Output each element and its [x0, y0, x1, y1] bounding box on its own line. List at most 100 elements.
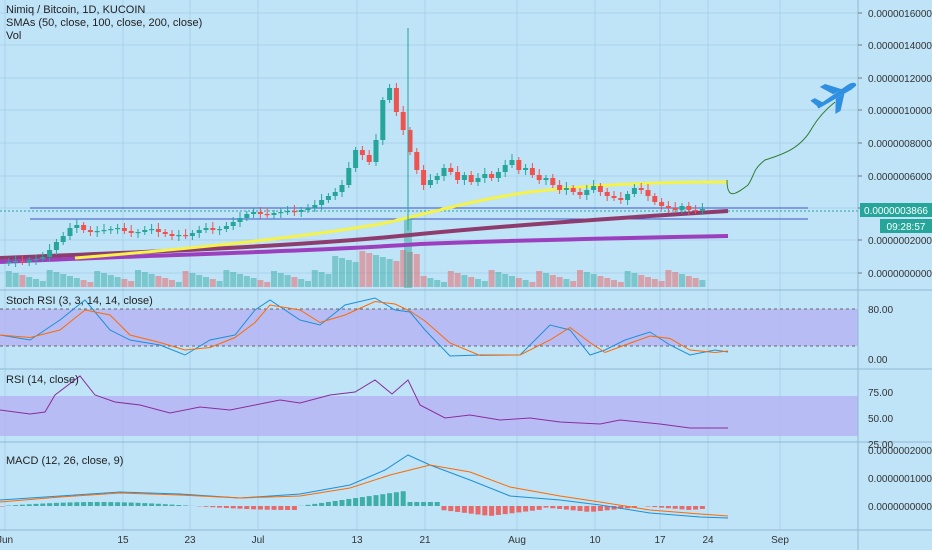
- volume-bar: [39, 281, 46, 287]
- macd-hist-bar: [359, 497, 365, 506]
- volume-bar: [67, 276, 73, 287]
- volume-bar: [311, 270, 318, 287]
- macd-hist-bar: [94, 502, 100, 506]
- volume-bar: [203, 277, 209, 287]
- volume-bar: [325, 274, 332, 287]
- candle-body: [210, 228, 216, 230]
- macd-hist-bar: [523, 506, 529, 512]
- rsi-pane[interactable]: [0, 375, 858, 436]
- rsi-legend[interactable]: RSI (14, close): [6, 374, 79, 386]
- volume-bar: [454, 273, 461, 287]
- candle-body: [509, 160, 515, 165]
- volume-bar: [645, 277, 651, 287]
- volume-bar: [536, 271, 543, 287]
- macd-hist-bar: [421, 502, 427, 506]
- candle-body: [183, 235, 189, 237]
- time-tick-label: Sep: [771, 535, 789, 546]
- price-tick-label: 0.0000002000: [868, 236, 932, 247]
- volume-legend[interactable]: Vol: [6, 30, 22, 42]
- volume-bar: [155, 276, 162, 287]
- volume-bar: [556, 277, 563, 287]
- macd-hist-bar: [489, 506, 495, 516]
- main-legend[interactable]: Nimiq / Bitcoin, 1D, KUCOIN SMAs (50, cl…: [6, 4, 202, 43]
- volume-bar: [509, 276, 515, 287]
- candle-body: [455, 172, 461, 180]
- stoch-axis[interactable]: 80.00 0.00: [868, 305, 893, 366]
- macd-hist-bar: [557, 506, 563, 509]
- volume-bar: [230, 272, 237, 287]
- volume-bar: [175, 282, 182, 287]
- current-price-label: 0.0000003866: [864, 206, 928, 217]
- candle-body: [659, 202, 665, 206]
- candle-body: [441, 168, 447, 176]
- price-tick-label: 0.0000006000: [868, 172, 932, 183]
- candle-body: [135, 232, 141, 234]
- macd-hist-bar: [278, 506, 284, 510]
- volume-bar: [404, 218, 412, 288]
- volume-bar: [277, 273, 284, 287]
- stoch-rsi-pane[interactable]: [0, 297, 858, 357]
- macd-hist-bar: [611, 506, 617, 510]
- macd-line: [0, 454, 729, 519]
- rsi-line: [0, 375, 728, 429]
- candle-body: [495, 172, 501, 178]
- macd-hist-bar: [217, 506, 223, 508]
- macd-hist-bar: [101, 502, 107, 506]
- volume-bar: [522, 280, 529, 287]
- symbol-title[interactable]: Nimiq / Bitcoin, 1D, KUCOIN: [6, 4, 146, 16]
- macd-hist-bar: [33, 503, 39, 506]
- candle-body: [699, 209, 705, 211]
- volume-bar: [611, 280, 617, 287]
- price-pane[interactable]: [0, 28, 864, 288]
- candle-body: [604, 192, 610, 196]
- macd-hist-bar: [502, 506, 508, 515]
- candle-body: [665, 206, 671, 208]
- macd-legend[interactable]: MACD (12, 26, close, 9): [6, 455, 124, 467]
- candle-body: [693, 210, 699, 212]
- sma200-line: [0, 234, 729, 264]
- candle-body: [237, 218, 243, 222]
- macd-hist-bar: [584, 506, 590, 512]
- volume-bar: [624, 271, 631, 287]
- macd-hist-bar: [516, 506, 522, 513]
- macd-pane[interactable]: [0, 454, 729, 519]
- price-tick-label: 0.0000008000: [868, 139, 932, 150]
- volume-bar: [169, 280, 175, 287]
- macd-hist-bar: [665, 506, 671, 509]
- macd-axis[interactable]: 0.0000002000 0.0000001000 0.0000000000: [868, 446, 932, 513]
- volume-bar: [502, 274, 509, 287]
- candle-body: [67, 228, 73, 236]
- macd-hist-bar: [468, 506, 474, 514]
- volume-bar: [583, 272, 590, 287]
- volume-bar: [305, 281, 311, 287]
- volume-bar: [33, 279, 39, 287]
- macd-hist-bar: [40, 503, 46, 506]
- candle-body: [516, 160, 522, 170]
- macd-hist-bar: [223, 506, 229, 509]
- candlesticks: [6, 28, 705, 267]
- candle-body: [189, 233, 195, 236]
- candle-body: [359, 150, 365, 155]
- candle-body: [346, 168, 352, 185]
- volume-bar: [679, 274, 685, 287]
- candle-body: [203, 228, 209, 230]
- sma-legend[interactable]: SMAs (50, close, 100, close, 200, close): [6, 17, 203, 29]
- sma100-line: [0, 209, 729, 260]
- volume-bar: [570, 281, 577, 287]
- macd-hist-bar: [271, 506, 277, 510]
- volume-bar: [590, 274, 597, 287]
- candle-body: [373, 140, 379, 162]
- price-axis[interactable]: 0.0000016000 0.0000014000 0.0000012000 0.00…: [858, 9, 932, 280]
- volume-bar: [407, 252, 413, 287]
- candle-body: [298, 210, 304, 212]
- stoch-legend[interactable]: Stoch RSI (3, 3, 14, 14, close): [6, 295, 153, 307]
- rsi-axis[interactable]: 75.00 50.00 25.00: [868, 388, 893, 451]
- time-axis[interactable]: Jun 15 23 Jul 13 21 Aug 10 17 24 Sep: [0, 535, 789, 546]
- candle-body: [625, 194, 631, 200]
- stoch-tick-label: 80.00: [868, 305, 893, 316]
- candle-body: [482, 174, 488, 178]
- macd-hist-bar: [631, 506, 637, 508]
- macd-hist-bar: [305, 504, 311, 506]
- volume-bar: [318, 272, 325, 287]
